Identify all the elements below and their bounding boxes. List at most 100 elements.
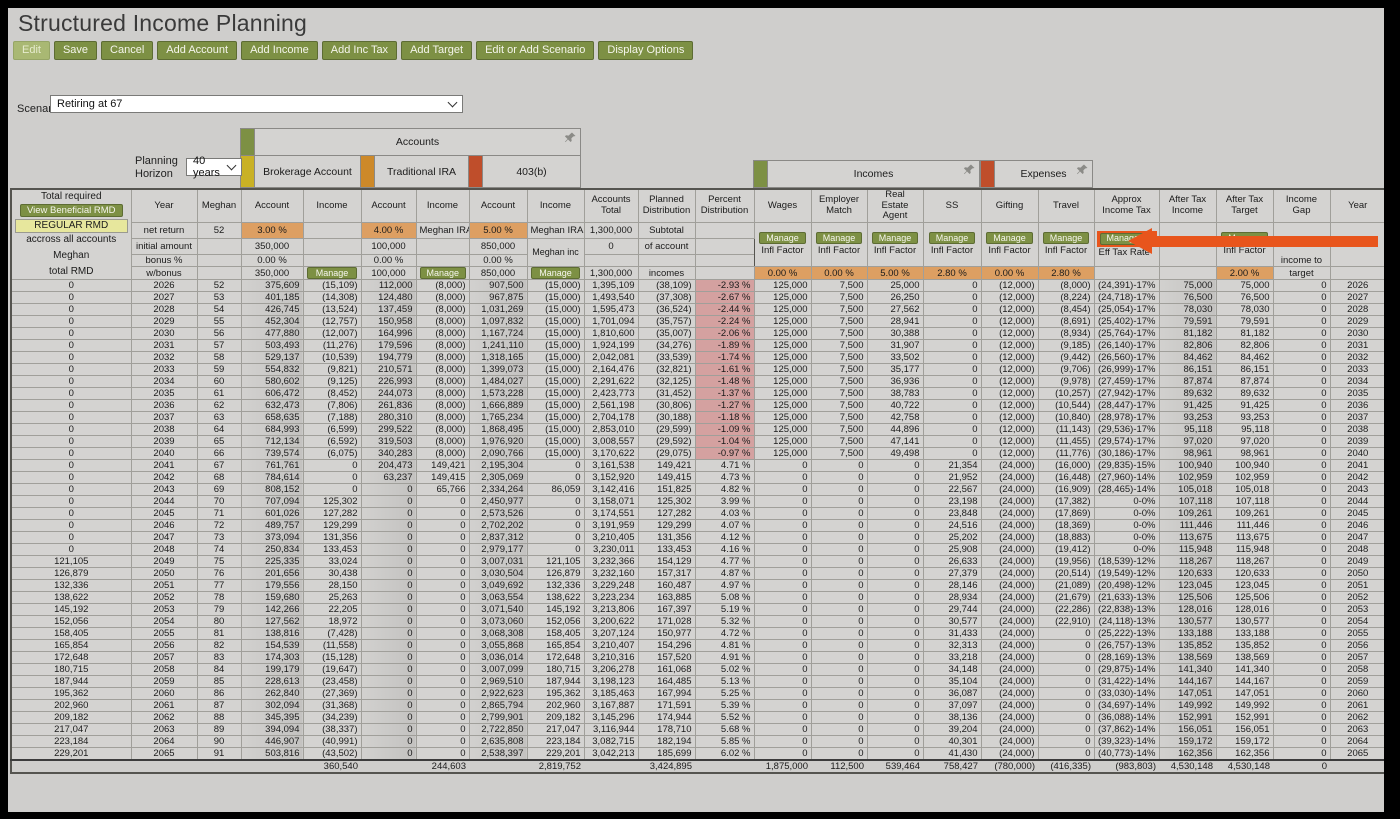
year-right-header-cell [1329,221,1384,267]
add-target-button[interactable]: Add Target [401,41,473,60]
cell-year-right: 2061 [1329,699,1384,712]
manage-target-button[interactable]: Manage [1221,232,1268,245]
cell-planned-distribution: (29,592) [637,435,696,448]
manage-brokerage-income-button[interactable]: Manage [306,267,358,279]
cell-year-right: 2040 [1329,447,1384,460]
cell-ira-account: 0 [360,495,417,508]
display-options-button[interactable]: Display Options [598,41,694,60]
cell-brokerage-income: (6,599) [302,423,362,436]
403b-initial[interactable]: 850,000 [468,237,528,256]
ira-net-return[interactable]: 4.00 % [360,221,417,239]
add-account-button[interactable]: Add Account [157,41,238,60]
cell-travel: (8,454) [1037,303,1095,316]
cell-accounts-total: 3,232,160 [583,567,639,580]
travel-infl-rate[interactable]: 2.80 % [1037,266,1095,280]
cell-after-tax-income: 95,118 [1158,423,1217,436]
edit-button[interactable]: Edit [13,41,50,60]
403b-net-return[interactable]: 5.00 % [468,221,528,239]
manage-403b-income-button[interactable]: Manage [530,267,581,279]
cell-total-rmd: 172,648 [10,651,132,664]
manage-employer-match-button[interactable]: Manage [815,232,863,245]
pin-icon[interactable] [564,131,577,144]
cell-planned-distribution: 149,421 [637,459,696,472]
cell-wages: 0 [753,663,812,676]
cell-ira-income: 0 [415,567,470,580]
cell-brokerage-income: (15,128) [302,651,362,664]
cell-gifting: (12,000) [980,447,1039,460]
brokerage-bonus[interactable]: 0.00 % [240,254,304,267]
cell-after-tax-target: 107,118 [1215,495,1274,508]
cell-accounts-total: 3,174,551 [583,507,639,520]
target-infl-rate[interactable]: 2.00 % [1215,266,1274,280]
real-estate-infl-rate[interactable]: 5.00 % [866,266,924,280]
cell-brokerage-income: (9,125) [302,375,362,388]
cell-403b-income: 126,879 [526,567,585,580]
cell-403b-account: 3,007,099 [468,663,528,676]
cell-after-tax-income: 105,018 [1158,483,1217,496]
add-inc-tax-button[interactable]: Add Inc Tax [321,41,398,60]
403b-bonus[interactable]: 0.00 % [468,254,528,267]
cell-after-tax-target: 76,500 [1215,291,1274,304]
cell-brokerage-income: (15,109) [302,279,362,292]
cell-year: 2027 [130,291,198,304]
manage-travel-button[interactable]: Manage [1042,232,1090,245]
cell-ira-account: 261,836 [360,399,417,412]
cell-employer-match: 0 [810,747,868,761]
cell-approx-income-tax: (26,999)-17% [1093,363,1160,376]
wages-infl-rate[interactable]: 0.00 % [753,266,812,280]
cell-percent-distribution: -1.37 % [694,387,755,400]
ira-bonus[interactable]: 0.00 % [360,254,417,267]
scenario-select[interactable]: Retiring at 67 [50,95,463,113]
cell-real-estate-agent: 49,498 [866,447,924,460]
cell-ira-account: 0 [360,531,417,544]
cell-after-tax-target: 156,051 [1215,723,1274,736]
cell-wages: 0 [753,507,812,520]
cell-total-rmd: 152,056 [10,615,132,628]
cell-after-tax-target: 120,633 [1215,567,1274,580]
brokerage-net-return[interactable]: 3.00 % [240,221,304,239]
cell-approx-income-tax: 0-0% [1093,543,1160,556]
manage-gifting-button[interactable]: Manage [986,232,1033,245]
total-travel: (416,335) [1038,759,1094,773]
cell-percent-distribution: -2.93 % [694,279,755,292]
planned-subtotal-label: Subtotal [637,221,696,239]
cell-planned-distribution: (35,757) [637,315,696,328]
brokerage-initial[interactable]: 350,000 [240,237,304,256]
cell-brokerage-income: (11,558) [302,639,362,652]
cell-brokerage-account: 580,602 [240,375,304,388]
planning-horizon-select[interactable]: 40 years [186,155,242,179]
cell-403b-income: 180,715 [526,663,585,676]
manage-wages-button[interactable]: Manage [759,232,806,245]
cell-403b-account: 1,868,495 [468,423,528,436]
add-income-button[interactable]: Add Income [241,41,318,60]
manage-income-tax-button[interactable]: Manage [1099,232,1147,245]
cell-403b-income: 217,047 [526,723,585,736]
edit-or-add-scenario-button[interactable]: Edit or Add Scenario [476,41,595,60]
cell-age: 90 [196,735,242,748]
ira-initial[interactable]: 100,000 [360,237,417,256]
ss-infl-rate[interactable]: 2.80 % [922,266,982,280]
across-accounts-label: accross all accounts [26,234,117,245]
cell-approx-income-tax: (27,960)-14% [1093,471,1160,484]
view-beneficial-rmd-button[interactable]: View Beneficial RMD [19,204,123,217]
cell-percent-distribution: -2.06 % [694,327,755,340]
cell-ira-account: 194,779 [360,351,417,364]
cancel-button[interactable]: Cancel [101,41,154,60]
manage-real-estate-button[interactable]: Manage [871,232,919,245]
manage-ss-button[interactable]: Manage [928,232,976,245]
manage-ira-income-button[interactable]: Manage [419,267,466,279]
cell-after-tax-income: 98,961 [1158,447,1217,460]
cell-year-right: 2056 [1329,639,1384,652]
employer-match-infl-rate[interactable]: 0.00 % [810,266,868,280]
cell-employer-match: 0 [810,543,868,556]
cell-ira-income: 0 [415,543,470,556]
cell-employer-match: 7,500 [810,291,868,304]
gifting-infl-rate[interactable]: 0.00 % [980,266,1039,280]
cell-year: 2053 [130,603,198,616]
cell-year-right: 2038 [1329,423,1384,436]
cell-percent-distribution: -2.67 % [694,291,755,304]
cell-403b-income: 0 [526,471,585,484]
pin-icon[interactable] [963,163,976,176]
pin-icon[interactable] [1076,163,1089,176]
save-button[interactable]: Save [53,41,98,60]
